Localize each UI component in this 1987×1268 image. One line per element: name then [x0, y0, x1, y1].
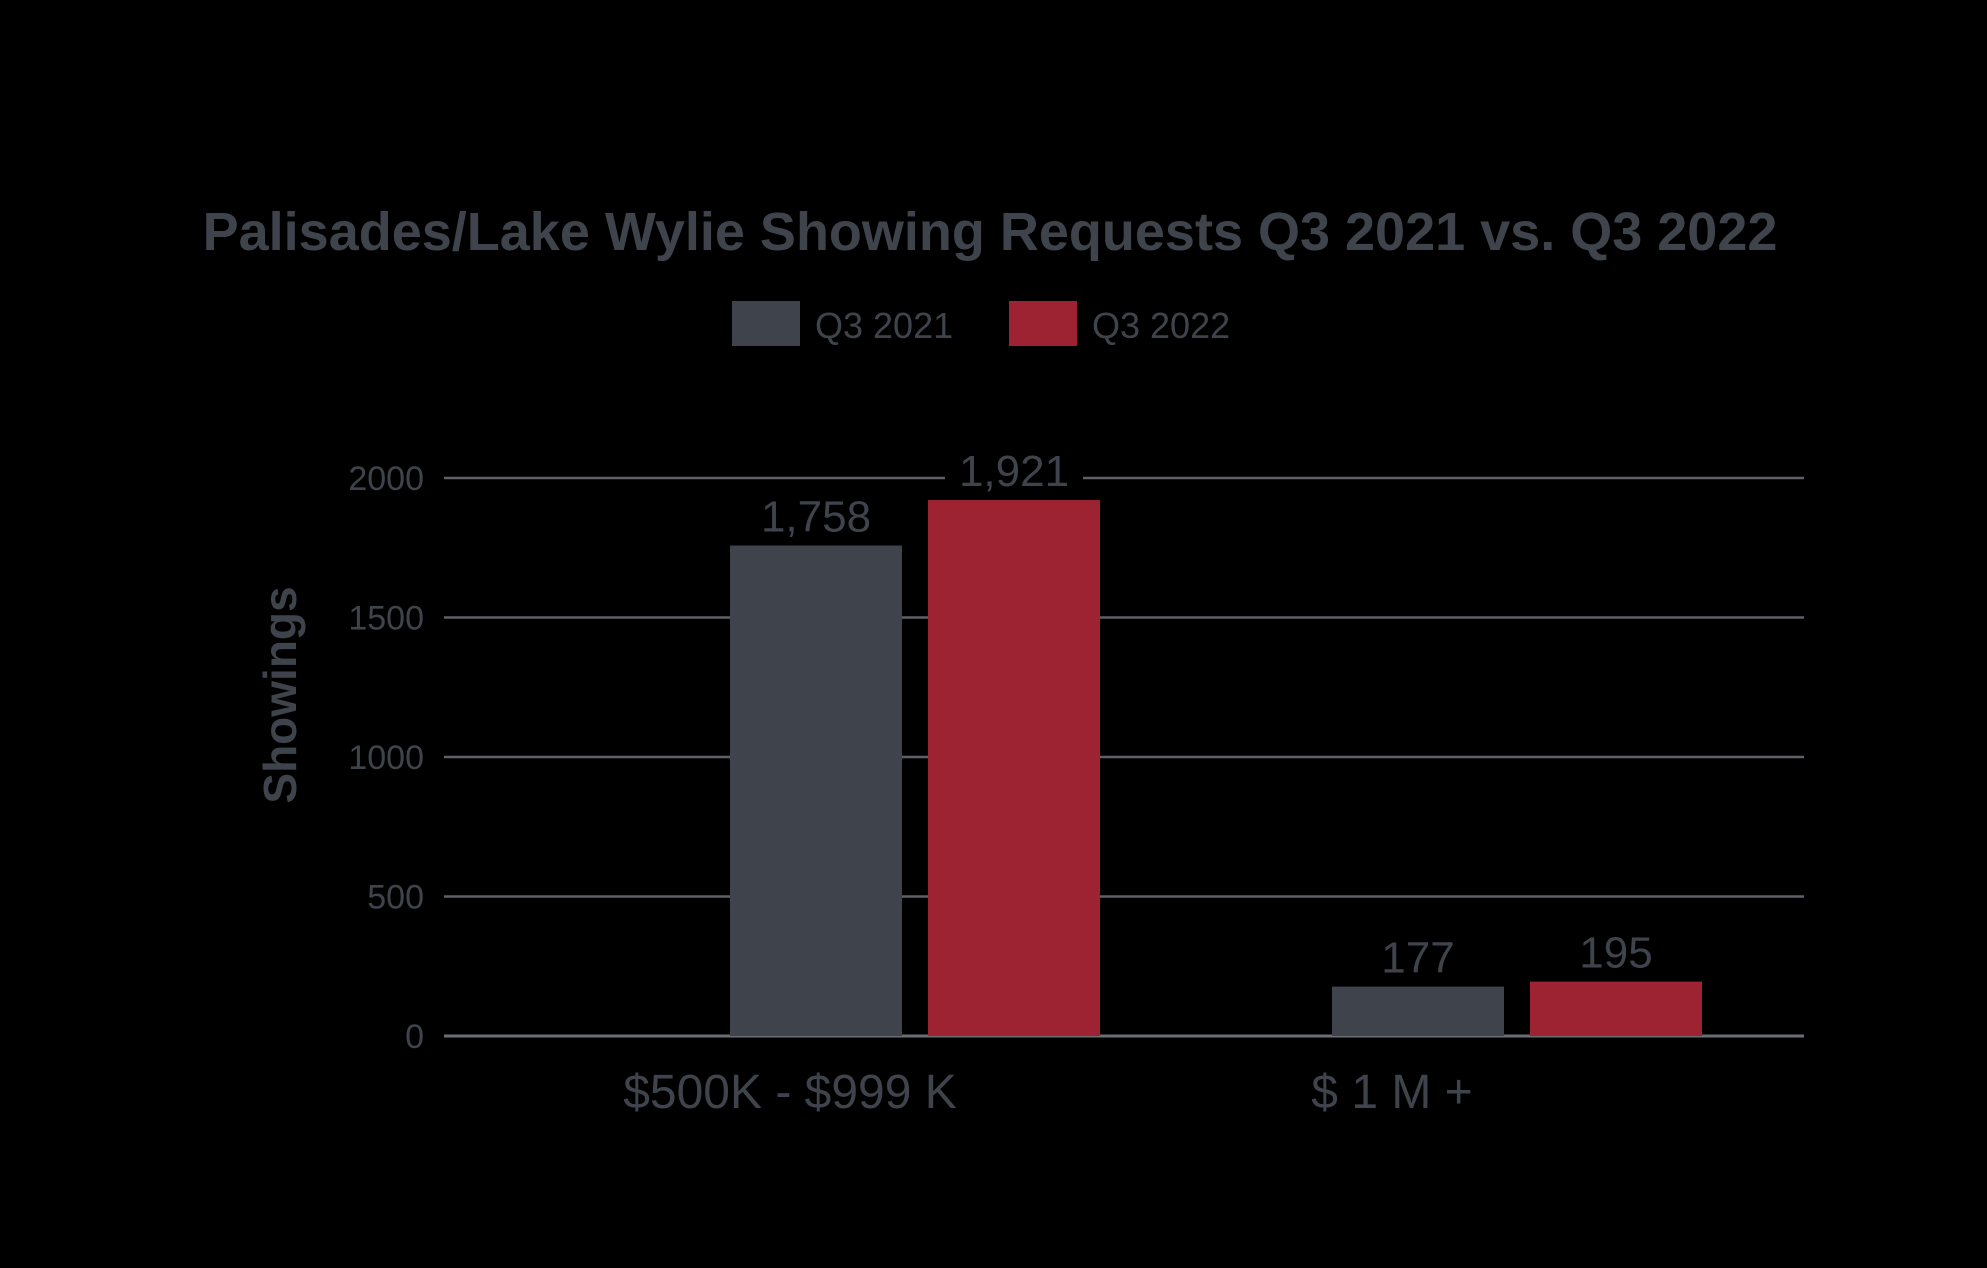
- y-tick-label: 500: [367, 879, 424, 917]
- y-axis-title: Showings: [254, 586, 306, 803]
- x-category-label-2: $ 1 M +: [1311, 1066, 1472, 1119]
- y-tick-label: 1000: [348, 739, 424, 777]
- data-label-2-1: 177: [1381, 934, 1454, 983]
- legend-label-1: Q3 2021: [815, 305, 953, 346]
- legend-swatch-2: [1009, 301, 1077, 346]
- bar-1-1: [730, 545, 902, 1036]
- data-label-1-2: 1,921: [959, 447, 1069, 496]
- x-category-label-1: $500K - $999 K: [623, 1066, 957, 1119]
- bar-2-1: [1332, 986, 1504, 1036]
- y-tick-label: 0: [405, 1018, 424, 1056]
- bar-2-2: [1530, 981, 1702, 1036]
- data-label-backdrop: [944, 445, 1084, 499]
- y-tick-label: 1500: [348, 600, 424, 638]
- bar-1-2: [928, 500, 1100, 1036]
- data-labels: 1,758 1,921 177 195: [761, 445, 1653, 983]
- y-tick-label: 2000: [348, 460, 424, 498]
- legend: Q3 2021 Q3 2022: [732, 301, 1230, 346]
- data-label-2-2: 195: [1579, 929, 1652, 978]
- y-axis-ticks: 0 500 1000 1500 2000: [348, 460, 424, 1056]
- x-axis-categories: $500K - $999 K $ 1 M +: [623, 1066, 1473, 1119]
- legend-label-2: Q3 2022: [1092, 305, 1230, 346]
- chart-title: Palisades/Lake Wylie Showing Requests Q3…: [203, 202, 1778, 262]
- data-label-1-1: 1,758: [761, 493, 871, 542]
- bars: [730, 500, 1702, 1036]
- legend-swatch-1: [732, 301, 800, 346]
